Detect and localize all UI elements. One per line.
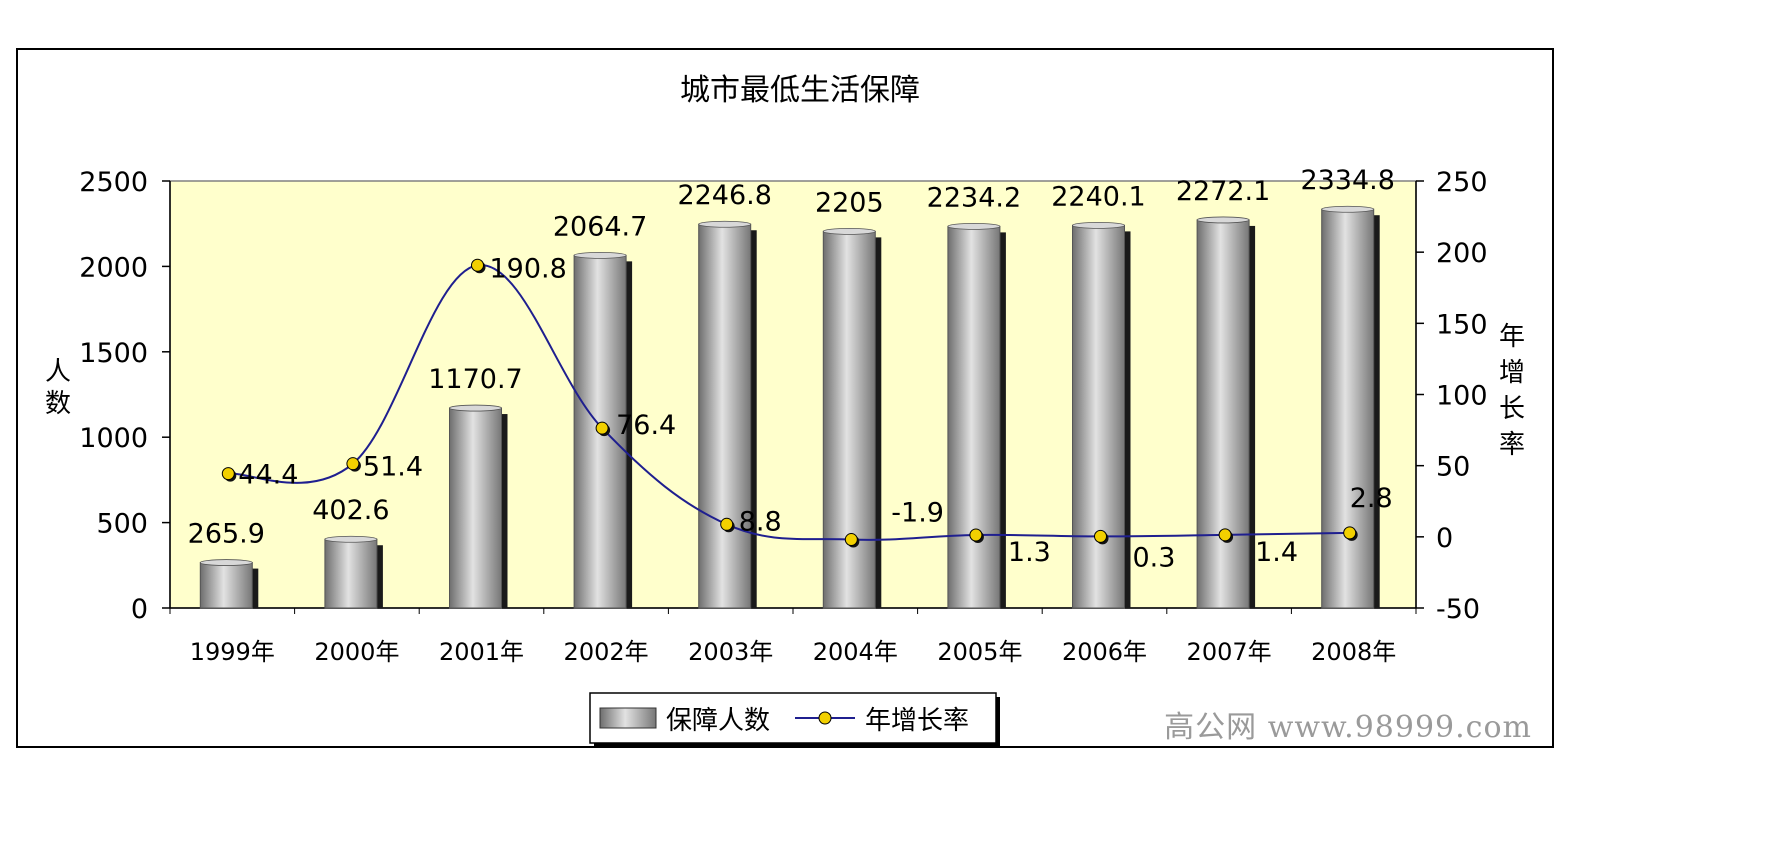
line-data-label: 190.8 [490, 253, 567, 284]
line-marker [969, 528, 983, 542]
line-data-label: 76.4 [616, 410, 676, 441]
bar-cap [324, 535, 378, 543]
line-marker [471, 258, 484, 272]
legend-line-marker [818, 711, 832, 725]
bar-cap [1072, 221, 1125, 229]
bar-cap [199, 559, 253, 566]
bar-data-label: 1170.7 [428, 364, 522, 395]
bar-data-label: 265.9 [188, 519, 265, 550]
bar [947, 225, 1001, 609]
line-marker [346, 457, 360, 471]
line-data-label: 0.3 [1133, 542, 1176, 573]
x-tick-label: 2001年 [439, 638, 524, 666]
legend-line-label: 年增长率 [865, 706, 969, 736]
x-tick-label: 2005年 [937, 638, 1022, 666]
bar-cap [822, 227, 876, 235]
bar [822, 230, 876, 609]
bar-data-label: 2246.8 [677, 180, 771, 211]
bar-data-label: 2334.8 [1300, 165, 1394, 196]
y2-axis-title: 年增长率 [1499, 322, 1525, 460]
bar-data-label: 2205 [815, 187, 884, 218]
bar [1072, 224, 1125, 609]
bar-data-label: 2272.1 [1176, 176, 1270, 207]
bar-data-label: 402.6 [312, 495, 389, 526]
y2-tick-label: 100 [1436, 381, 1488, 412]
y2-tick-label: 150 [1436, 309, 1488, 340]
bar [324, 538, 378, 609]
y-tick-label: 1500 [79, 338, 148, 369]
bar-cap [1321, 205, 1375, 213]
x-tick-label: 2000年 [314, 638, 399, 666]
y2-tick-label: 200 [1436, 238, 1488, 269]
bar-data-label: 2240.1 [1051, 181, 1145, 212]
x-tick-label: 2006年 [1062, 638, 1147, 666]
line-data-label: 51.4 [363, 452, 423, 483]
x-tick-label: 2004年 [813, 638, 898, 666]
y-tick-label: 2500 [79, 167, 148, 198]
line-marker [1094, 529, 1107, 543]
line-marker [844, 533, 858, 547]
watermark-text: 高公网 www.98999.com [1164, 710, 1532, 745]
y2-tick-label: -50 [1436, 594, 1480, 625]
y-tick-label: 500 [96, 509, 148, 540]
x-tick-label: 2003年 [688, 638, 773, 666]
legend-bar-swatch [599, 707, 657, 729]
line-marker [1343, 526, 1357, 540]
bar-cap [449, 404, 502, 412]
bar-cap [947, 222, 1001, 230]
y-tick-label: 2000 [79, 252, 148, 283]
y-axis-title: 人数 [45, 357, 71, 419]
line-data-label: 2.8 [1350, 483, 1393, 514]
bar [1196, 219, 1250, 609]
x-tick-label: 2002年 [564, 638, 649, 666]
bar [449, 407, 502, 609]
bar-data-label: 2234.2 [927, 182, 1021, 213]
bar-cap [573, 251, 627, 259]
bar [1321, 208, 1375, 609]
bar-cap [1196, 216, 1250, 224]
line-marker [221, 467, 235, 481]
x-tick-label: 2008年 [1311, 638, 1396, 666]
line-marker [720, 517, 734, 531]
y2-tick-label: 50 [1436, 452, 1470, 483]
y2-tick-label: 0 [1436, 523, 1453, 554]
bar-cap [698, 220, 752, 228]
line-data-label: 8.8 [739, 506, 782, 537]
line-marker [1218, 528, 1232, 542]
legend-box [589, 692, 997, 744]
y-tick-label: 1000 [79, 423, 148, 454]
y-tick-label: 0 [131, 594, 148, 625]
line-data-label: 1.4 [1255, 537, 1298, 568]
x-tick-label: 2007年 [1187, 638, 1272, 666]
line-data-label: 1.3 [1008, 537, 1051, 568]
y2-tick-label: 250 [1436, 167, 1488, 198]
chart-title: 城市最低生活保障 [680, 73, 920, 108]
x-tick-label: 1999年 [190, 638, 275, 666]
bar-data-label: 2064.7 [553, 211, 647, 242]
legend-bar-label: 保障人数 [666, 706, 770, 736]
bar [698, 223, 752, 609]
bar [199, 562, 253, 609]
line-data-label: -1.9 [891, 498, 944, 529]
line-marker [595, 421, 609, 435]
line-data-label: 44.4 [238, 460, 298, 491]
